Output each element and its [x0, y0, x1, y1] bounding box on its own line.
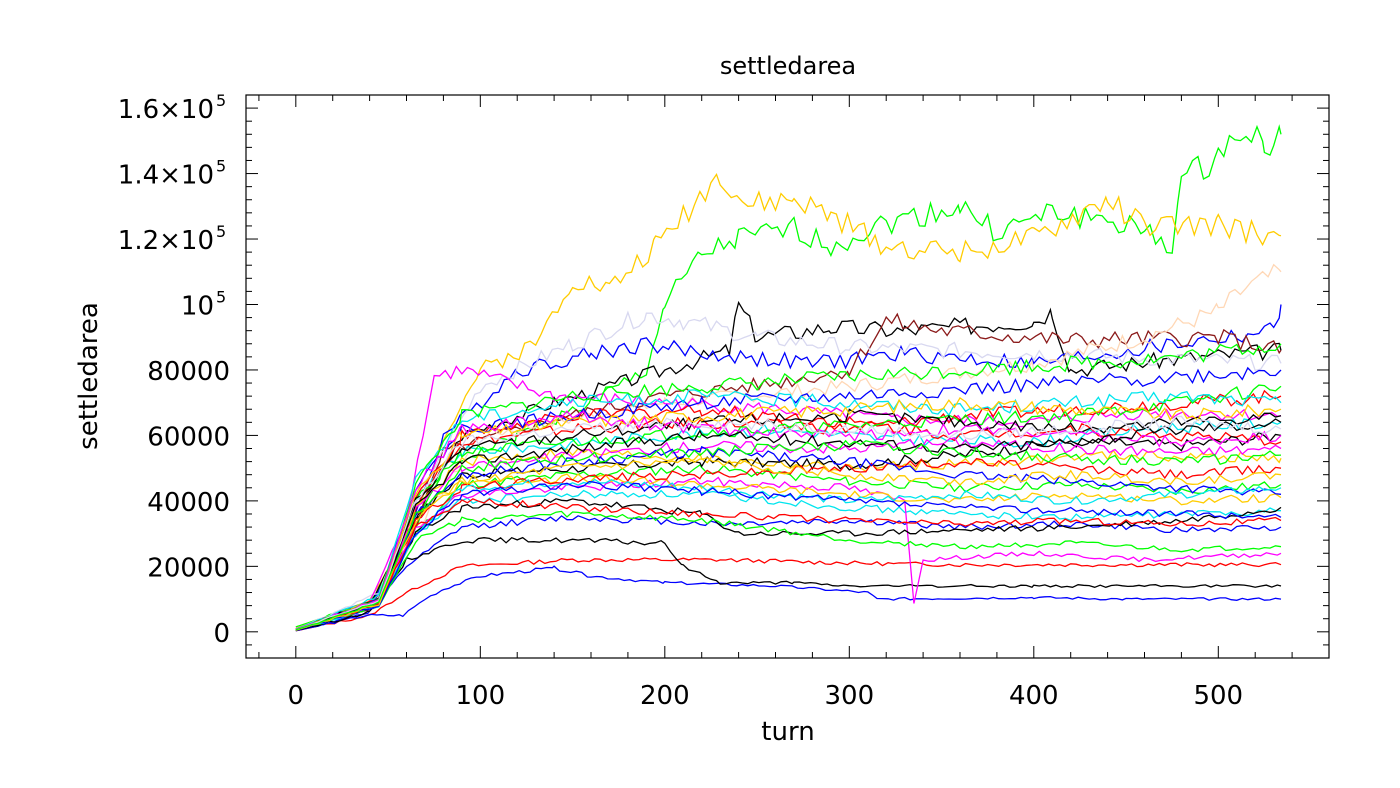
series-line	[295, 304, 1282, 631]
series-line	[295, 343, 1282, 631]
y-tick-label: 0	[213, 619, 230, 649]
x-tick-label: 300	[824, 681, 874, 711]
series-line	[295, 457, 1282, 631]
chart-title: settledarea	[720, 52, 856, 80]
series-layer	[295, 124, 1282, 632]
series-line	[295, 473, 1282, 631]
series-line	[295, 431, 1282, 631]
series-line	[295, 396, 1282, 631]
series-line	[295, 498, 1282, 631]
plot-frame	[245, 94, 1330, 659]
y-tick-label: 60000	[147, 422, 230, 452]
series-line	[295, 389, 1282, 630]
y-tick-exponent: 5	[216, 91, 226, 110]
series-line	[295, 464, 1282, 631]
series-line	[295, 515, 1282, 632]
y-tick-label: 20000	[147, 553, 230, 583]
series-line	[295, 384, 1282, 631]
series-line	[295, 498, 1282, 631]
series-line	[295, 565, 1282, 632]
y-tick-label: 80000	[147, 357, 230, 387]
series-line	[295, 439, 1282, 631]
series-line	[295, 480, 1282, 631]
series-line	[295, 365, 1282, 630]
series-line	[295, 557, 1282, 632]
y-tick-exponent: 5	[216, 287, 226, 306]
series-line	[295, 478, 1282, 631]
y-axis-title: settledarea	[74, 302, 104, 450]
y-tick-label: 1.2×10	[118, 226, 214, 256]
y-tick-label: 1.4×10	[118, 161, 214, 191]
series-line	[295, 476, 1282, 631]
series-line	[295, 172, 1282, 630]
series-line	[295, 389, 1282, 631]
y-tick-exponent: 5	[216, 157, 226, 176]
series-line	[295, 312, 1282, 631]
x-tick-label: 0	[288, 681, 305, 711]
y-tick-label: 1.6×10	[118, 95, 214, 125]
series-line	[295, 510, 1282, 631]
x-axis-title: turn	[761, 717, 814, 747]
series-line	[295, 415, 1282, 631]
y-tick-exponent: 5	[216, 222, 226, 241]
y-tick-label: 40000	[147, 488, 230, 518]
x-tick-label: 500	[1193, 681, 1243, 711]
x-tick-label: 200	[640, 681, 690, 711]
x-axis: 0 100 200 300 400 500	[258, 95, 1330, 711]
y-tick-label: 10	[181, 291, 214, 321]
series-line	[295, 445, 1282, 631]
x-tick-label: 400	[1009, 681, 1059, 711]
series-line	[295, 417, 1282, 630]
series-line	[295, 408, 1282, 631]
x-tick-label: 100	[455, 681, 505, 711]
series-line	[295, 457, 1282, 631]
series-line	[295, 418, 1282, 631]
series-line	[295, 447, 1282, 631]
series-line	[295, 536, 1282, 632]
